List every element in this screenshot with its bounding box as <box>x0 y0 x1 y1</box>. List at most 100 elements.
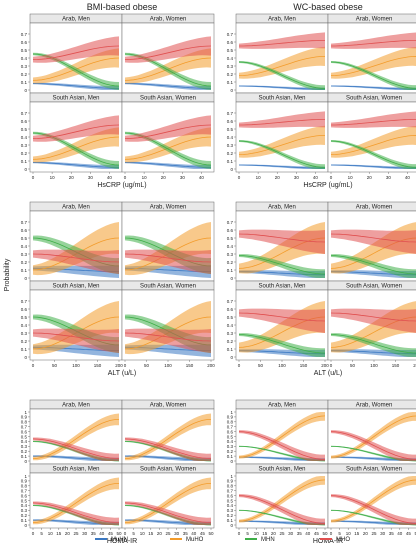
legend-label-muhn: MuHN <box>111 537 128 543</box>
x-tick-label: 0 <box>330 531 333 536</box>
x-tick-label: 45 <box>406 531 412 536</box>
series-band-muho <box>239 125 325 158</box>
panel-strip-label: South Asian, Men <box>258 96 305 102</box>
x-tick-label: 30 <box>288 531 294 536</box>
y-tick-label: 0.3 <box>21 508 28 513</box>
x-axis-title: HOMA-IR <box>107 538 137 545</box>
x-tick-label: 40 <box>405 175 411 180</box>
y-tick-label: 0.9 <box>227 415 234 420</box>
x-tick-label: 150 <box>186 363 194 368</box>
y-tick-label: 0.3 <box>21 252 28 257</box>
y-tick-label: 0.4 <box>227 323 234 328</box>
y-tick-label: 0 <box>230 459 233 464</box>
x-tick-label: 5 <box>246 531 249 536</box>
y-tick-label: 0.6 <box>227 429 234 434</box>
series-line-muho <box>330 56 416 76</box>
y-tick-label: 0 <box>230 88 233 93</box>
series-band-muho <box>33 127 119 163</box>
y-tick-label: 0 <box>24 523 27 528</box>
series-line-mho <box>32 438 120 459</box>
y-tick-label: 0.1 <box>21 454 28 459</box>
series-line-mho <box>330 233 416 243</box>
x-tick-label: 35 <box>297 531 303 536</box>
y-tick-label: 0.5 <box>227 48 234 53</box>
series-band-muho <box>125 48 211 84</box>
y-tick-label: 0.2 <box>21 151 28 156</box>
x-tick-label: 30 <box>180 175 186 180</box>
y-tick-label: 0.3 <box>227 508 234 513</box>
series-line-muho <box>330 415 416 458</box>
y-tick-label: 0.3 <box>21 143 28 148</box>
series-band-muho <box>33 48 119 84</box>
x-tick-label: 50 <box>116 531 122 536</box>
series-line-mhn <box>238 255 326 275</box>
x-tick-label: 10 <box>254 531 260 536</box>
y-tick-label: 0.4 <box>21 56 28 61</box>
x-tick-label: 0 <box>124 363 127 368</box>
y-tick-label: 0.7 <box>21 299 28 304</box>
series-line-mhn <box>238 334 326 354</box>
y-tick-label: 0.1 <box>227 454 234 459</box>
x-tick-label: 200 <box>115 363 123 368</box>
y-tick-label: 0 <box>24 276 27 281</box>
series-band-muho <box>239 412 325 459</box>
y-tick-label: 0.8 <box>21 420 28 425</box>
x-tick-label: 15 <box>262 531 268 536</box>
x-axis-title: HsCRP (ug/mL) <box>303 182 352 189</box>
y-tick-label: 0.3 <box>21 64 28 69</box>
x-tick-label: 0 <box>330 363 333 368</box>
y-tick-label: 1 <box>24 474 27 479</box>
y-tick-label: 0.2 <box>21 513 28 518</box>
y-tick-label: 0.6 <box>21 40 28 45</box>
y-tick-label: 0.2 <box>21 339 28 344</box>
column-title: WC-based obese <box>293 2 363 12</box>
series-line-mho <box>32 332 120 342</box>
x-tick-label: 40 <box>305 531 311 536</box>
x-tick-label: 0 <box>32 175 35 180</box>
x-tick-label: 20 <box>275 175 281 180</box>
y-tick-label: 1 <box>230 474 233 479</box>
y-tick-label: 0.1 <box>21 159 28 164</box>
panel-strip-label: Arab, Women <box>150 403 187 409</box>
x-tick-label: 10 <box>346 531 352 536</box>
panel-strip-label: Arab, Men <box>268 403 296 409</box>
y-tick-label: 0.3 <box>227 64 234 69</box>
series-band-muho <box>239 476 325 523</box>
series-line-muhn <box>125 162 211 168</box>
y-tick-label: 0.8 <box>227 420 234 425</box>
series-band-mhn <box>239 254 325 278</box>
y-tick-label: 0.2 <box>227 513 234 518</box>
x-tick-label: 25 <box>73 531 79 536</box>
y-tick-label: 0.4 <box>227 503 234 508</box>
x-tick-label: 40 <box>99 531 105 536</box>
y-tick-label: 0.3 <box>227 252 234 257</box>
x-tick-label: 50 <box>414 531 416 536</box>
series-line-mho <box>330 312 416 322</box>
y-tick-label: 0.7 <box>227 489 234 494</box>
series-line-mho <box>239 119 325 126</box>
x-tick-label: 200 <box>207 363 215 368</box>
x-tick-label: 35 <box>91 531 97 536</box>
y-tick-label: 0.5 <box>21 498 28 503</box>
series-band-mhn <box>331 254 416 278</box>
y-tick-label: 0.7 <box>227 425 234 430</box>
series-line-muho <box>32 483 120 523</box>
series-line-muho <box>238 56 326 76</box>
series-line-mho <box>124 253 212 263</box>
series-line-muho <box>330 135 416 155</box>
series-line-mho <box>238 495 326 524</box>
x-tick-label: 150 <box>392 363 400 368</box>
y-tick-label: 0.2 <box>227 339 234 344</box>
y-tick-label: 0.7 <box>227 32 234 37</box>
x-tick-label: 30 <box>174 531 180 536</box>
series-line-mho <box>238 233 326 243</box>
x-tick-label: 20 <box>65 531 71 536</box>
y-tick-label: 0.7 <box>21 489 28 494</box>
series-line-mhn <box>330 334 416 354</box>
x-tick-label: 10 <box>48 531 54 536</box>
y-tick-label: 0.7 <box>227 111 234 116</box>
legend-label-mho: MHO <box>336 537 350 543</box>
y-tick-label: 0.2 <box>21 449 28 454</box>
series-line-muho <box>124 483 212 523</box>
x-tick-label: 50 <box>350 363 356 368</box>
